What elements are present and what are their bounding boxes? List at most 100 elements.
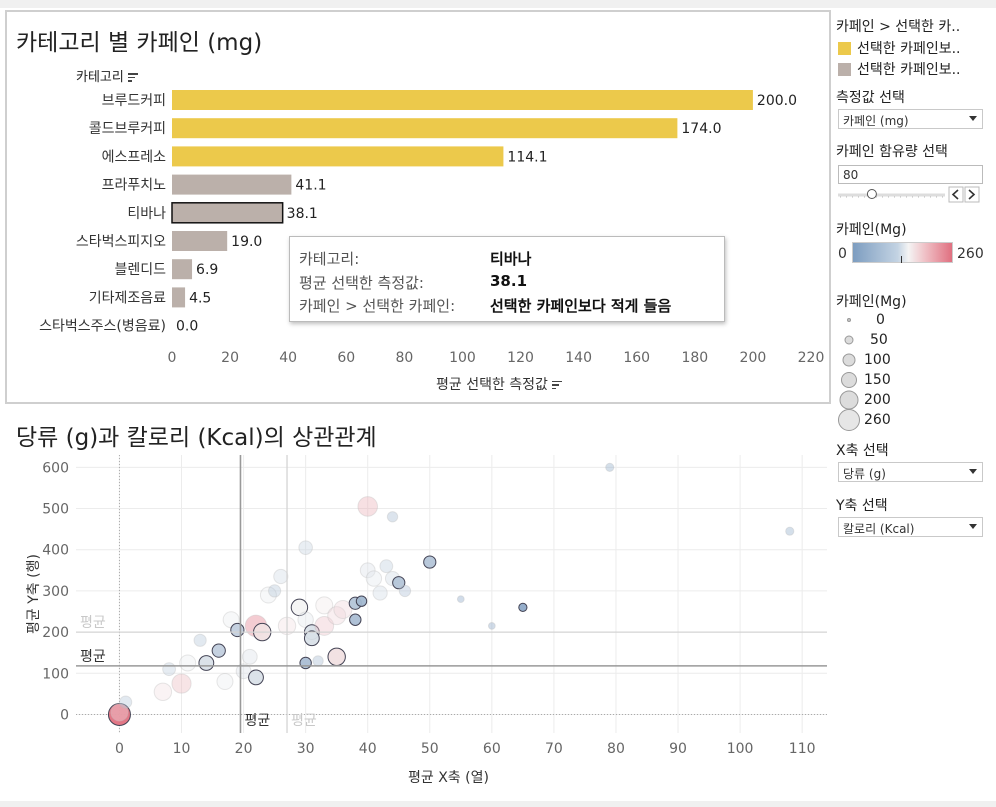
sort-icon[interactable] <box>551 380 562 390</box>
gradient-legend-title: 카페인(Mg) <box>836 222 907 238</box>
gradient-min-label: 0 <box>838 246 847 262</box>
bar-value-label: 4.5 <box>189 290 211 306</box>
size-circle-100 <box>842 353 856 367</box>
bar <box>172 231 228 251</box>
scatter-y-tick-label: 500 <box>42 502 69 518</box>
scatter-point <box>268 584 282 598</box>
bar-x-tick-label: 220 <box>798 350 825 366</box>
scatter-x-axis-title: 평균 X축 (열) <box>408 770 489 786</box>
avg-x-label: 평균 <box>244 713 270 729</box>
y-axis-select-dropdown[interactable]: 칼로리 (Kcal) <box>838 517 983 537</box>
category-header[interactable]: 카테고리 <box>76 66 138 85</box>
slider-thumb[interactable] <box>866 189 877 199</box>
caffeine-param-input[interactable]: 80 <box>838 165 983 184</box>
bar-category-label: 스타벅스주스(병음료) <box>39 319 166 335</box>
scatter-point <box>119 695 133 709</box>
x-axis-select-dropdown[interactable]: 당류 (g) <box>838 462 983 482</box>
scatter-point <box>298 540 313 555</box>
size-label: 0 <box>876 312 885 328</box>
chevron-down-icon <box>969 116 977 121</box>
caffeine-slider[interactable] <box>838 186 988 204</box>
bottom-divider <box>0 801 996 807</box>
scatter-point <box>312 655 324 667</box>
bar-x-tick-label: 20 <box>221 350 239 366</box>
scatter-point <box>198 655 215 671</box>
scatter-point <box>398 584 412 598</box>
scatter-point <box>273 568 289 585</box>
scatter-point <box>327 647 346 667</box>
scatter-point <box>349 613 362 626</box>
bar-chart-panel[interactable] <box>5 10 831 404</box>
scatter-x-tick-label: 10 <box>173 741 191 757</box>
bar-value-label: 41.1 <box>295 178 326 194</box>
size-circle-200 <box>839 390 859 410</box>
bar <box>172 174 292 195</box>
scatter-x-tick-label: 50 <box>421 741 439 757</box>
size-label: 50 <box>870 332 888 348</box>
caffeine-param-title: 카페인 함유량 선택 <box>836 144 948 160</box>
gradient-marker <box>901 256 902 263</box>
scatter-point <box>327 606 347 626</box>
gradient-bar <box>852 242 953 263</box>
scatter-point <box>423 555 437 569</box>
bar-x-tick-label: 60 <box>337 350 355 366</box>
slider-track <box>838 193 945 198</box>
size-circle-150 <box>841 372 857 388</box>
scatter-point <box>230 622 245 638</box>
bar-x-axis-title-label: 평균 선택한 측정값 <box>436 377 548 393</box>
size-legend-circles <box>838 318 860 431</box>
tooltip-key: 카테고리: <box>299 250 360 268</box>
bar-x-tick-label: 120 <box>507 350 534 366</box>
x-select-value: 당류 (g) <box>843 467 886 481</box>
legend-label: 선택한 카페인보.. <box>857 62 961 78</box>
bar <box>172 118 678 139</box>
bar <box>172 259 193 280</box>
chevron-left-icon[interactable] <box>948 186 964 203</box>
legend-item-above[interactable]: 선택한 카페인보.. <box>838 38 961 58</box>
scatter-y-tick-label: 300 <box>42 584 69 600</box>
bar-value-label: 6.9 <box>196 262 218 278</box>
bar-x-axis-title[interactable]: 평균 선택한 측정값 <box>436 374 562 394</box>
scatter-x-tick-label: 70 <box>545 741 563 757</box>
scatter-point <box>333 599 353 619</box>
measure-select-dropdown[interactable]: 카페인 (mg) <box>838 109 983 129</box>
tooltip-key: 카페인 > 선택한 카페인: <box>299 297 456 315</box>
x-select-title: X축 선택 <box>836 443 889 459</box>
scatter-x-tick-label: 30 <box>297 741 315 757</box>
scatter-y-tick-label: 0 <box>60 707 69 723</box>
scatter-point <box>379 559 394 574</box>
scatter-y-tick-label: 600 <box>42 460 69 476</box>
legend-item-below[interactable]: 선택한 카페인보.. <box>838 59 961 79</box>
bar-chart-title: 카테고리 별 카페인 (mg) <box>16 30 263 56</box>
chevron-right-icon[interactable] <box>964 186 980 203</box>
scatter-point <box>248 669 264 686</box>
bar-x-tick-label: 100 <box>449 350 476 366</box>
sort-icon[interactable] <box>127 73 138 82</box>
bar-x-tick-label: 80 <box>395 350 413 366</box>
scatter-point <box>290 598 309 617</box>
y-select-value: 칼로리 (Kcal) <box>843 522 915 536</box>
scatter-y-tick-label: 400 <box>42 543 69 559</box>
scatter-point <box>259 586 277 604</box>
category-header-label: 카테고리 <box>76 70 124 85</box>
tooltip-value: 38.1 <box>490 272 528 290</box>
legend-swatch <box>838 63 851 76</box>
bar-value-label: 174.0 <box>681 121 721 137</box>
size-label: 100 <box>864 352 891 368</box>
bar-category-label: 에스프레소 <box>102 149 167 165</box>
scatter-point <box>357 496 379 517</box>
bar <box>172 90 753 110</box>
scatter-point <box>518 602 528 612</box>
measure-select-title: 측정값 선택 <box>836 90 905 106</box>
scatter-point <box>392 576 406 590</box>
bar-value-label: 38.1 <box>287 206 318 222</box>
tooltip-value: 선택한 카페인보다 적게 들음 <box>490 297 672 315</box>
scatter-point <box>193 633 207 647</box>
color-legend-title: 카페인 > 선택한 카.. <box>836 19 961 35</box>
scatter-point <box>372 585 388 601</box>
scatter-point <box>605 462 615 472</box>
bar-value-label: 19.0 <box>231 234 262 250</box>
scatter-point <box>456 595 465 604</box>
bar-x-tick-label: 180 <box>681 350 708 366</box>
size-circle-50 <box>844 335 854 345</box>
